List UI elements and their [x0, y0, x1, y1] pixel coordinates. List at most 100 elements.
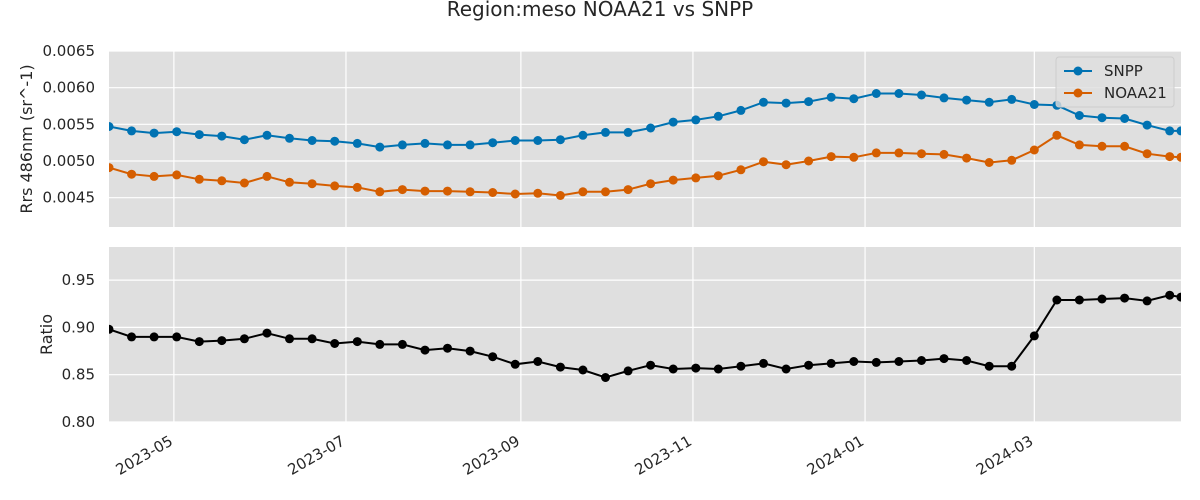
legend-label: SNPP — [1104, 62, 1143, 80]
data-point — [465, 346, 475, 356]
data-point — [1052, 295, 1062, 305]
data-point — [623, 127, 633, 137]
data-point — [939, 93, 949, 103]
plot-area — [109, 247, 1181, 422]
data-point — [1029, 100, 1039, 109]
panel-1: 0.0045 0.0050 0.0055 0.0060 0.0065 Rrs 486nm … — [17, 42, 1181, 227]
y-tick-label: 0.0060 — [43, 79, 96, 97]
data-point — [352, 138, 362, 148]
data-point — [533, 136, 543, 145]
data-point — [465, 187, 475, 197]
data-point — [352, 182, 362, 192]
data-point — [1176, 152, 1181, 162]
data-point — [826, 152, 836, 162]
data-point — [578, 187, 588, 197]
data-point — [736, 361, 746, 371]
data-point — [375, 187, 385, 197]
data-point — [488, 188, 498, 197]
data-point — [420, 345, 430, 355]
data-point — [330, 181, 340, 191]
data-point — [1074, 111, 1084, 120]
series-group — [109, 89, 1181, 200]
data-point — [804, 156, 814, 166]
data-point — [1029, 331, 1039, 341]
data-point — [533, 357, 543, 366]
data-point — [109, 122, 114, 131]
data-point — [804, 360, 814, 370]
data-point — [1165, 290, 1175, 300]
data-point — [510, 136, 520, 145]
data-point — [939, 354, 949, 364]
data-point — [1120, 141, 1130, 151]
data-point — [826, 358, 836, 368]
data-point — [871, 89, 881, 98]
data-point — [285, 133, 294, 143]
data-point — [1029, 145, 1039, 155]
data-point — [217, 176, 227, 186]
data-point — [1074, 295, 1084, 305]
data-point — [939, 149, 949, 159]
data-point — [849, 357, 859, 366]
data-point — [465, 140, 475, 150]
panel-2: 0.80 0.85 0.90 0.95 Ratio — [37, 247, 1181, 431]
data-point — [917, 149, 926, 159]
data-point — [826, 92, 836, 102]
data-point — [713, 171, 723, 181]
x-tick-label: 2024-03 — [973, 432, 1036, 479]
data-point — [555, 191, 565, 200]
data-point — [736, 105, 746, 115]
data-point — [1142, 120, 1152, 130]
data-point — [984, 361, 994, 371]
data-point — [804, 97, 814, 107]
data-point — [307, 179, 317, 189]
series-group — [109, 290, 1181, 382]
data-point — [510, 189, 520, 199]
data-point — [397, 185, 407, 195]
data-point — [668, 175, 678, 185]
data-point — [691, 115, 701, 125]
data-point — [127, 126, 137, 136]
data-point — [962, 356, 972, 365]
data-point — [646, 179, 656, 189]
data-point — [285, 177, 294, 187]
data-point — [239, 178, 249, 188]
data-point — [849, 152, 859, 162]
data-point — [307, 334, 317, 344]
data-point — [307, 136, 317, 145]
data-point — [1176, 292, 1181, 302]
legend-label: NOAA21 — [1104, 84, 1167, 102]
data-point — [1097, 141, 1107, 151]
data-point — [109, 324, 114, 334]
data-point — [668, 117, 678, 127]
legend: SNPP NOAA21 — [1055, 56, 1175, 108]
data-point — [352, 337, 362, 347]
data-point — [713, 111, 723, 121]
x-tick-label: 2023-05 — [113, 432, 176, 479]
data-point — [894, 357, 904, 366]
data-point — [172, 127, 182, 137]
y-tick-label: 0.90 — [62, 318, 95, 336]
data-point — [646, 360, 656, 370]
x-tick-label: 2024-01 — [804, 432, 867, 479]
y-tick-label: 0.0055 — [43, 115, 96, 133]
data-point — [736, 165, 746, 175]
data-point — [713, 364, 723, 374]
data-point — [149, 332, 159, 342]
y-tick-label: 0.0065 — [43, 42, 96, 60]
data-point — [668, 364, 678, 374]
data-point — [420, 138, 430, 148]
data-point — [1097, 294, 1107, 304]
data-point — [127, 332, 137, 342]
y-tick-label: 0.0050 — [43, 152, 96, 170]
x-tick-label: 2023-11 — [632, 432, 695, 479]
data-point — [1052, 130, 1062, 140]
data-point — [510, 359, 520, 369]
legend-marker — [1073, 88, 1083, 98]
data-point — [262, 171, 272, 181]
data-point — [646, 123, 656, 133]
data-point — [917, 90, 926, 100]
data-point — [555, 362, 565, 372]
data-point — [601, 127, 610, 137]
data-point — [962, 153, 972, 163]
data-point — [1120, 114, 1130, 123]
